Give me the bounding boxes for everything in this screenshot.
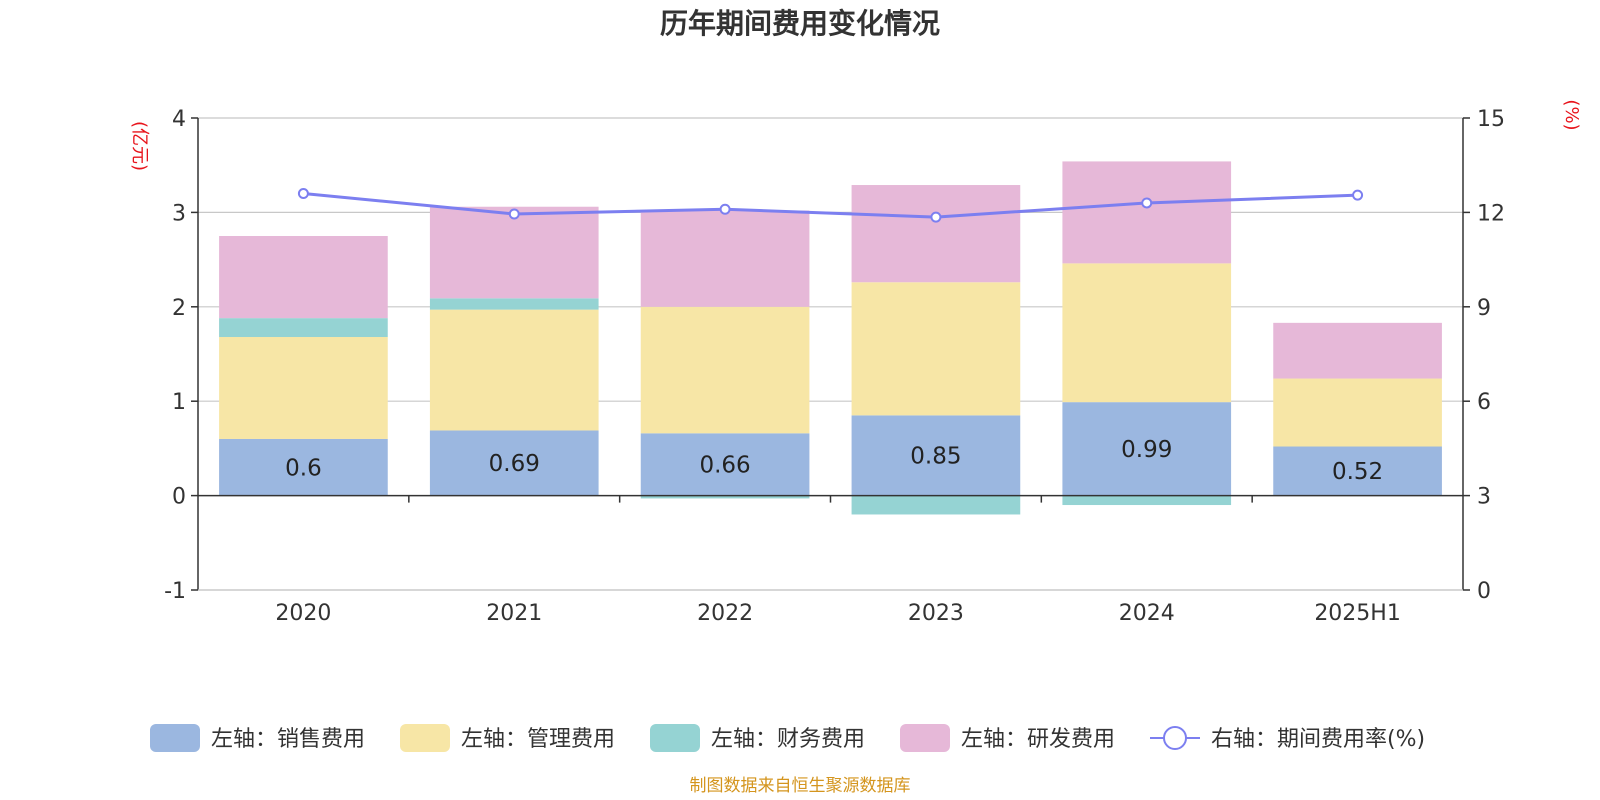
legend-label-sales: 左轴：销售费用	[211, 727, 365, 752]
left-tick-label: 3	[172, 201, 186, 226]
right-tick-label: 15	[1477, 107, 1505, 132]
bar-finance	[851, 495, 1021, 515]
bar-finance	[219, 318, 388, 338]
category-label: 2024	[1119, 601, 1175, 626]
left-tick-label: 2	[172, 296, 186, 321]
category-label: 2020	[275, 601, 331, 626]
right-tick-label: 12	[1477, 201, 1505, 226]
bar-rd	[429, 206, 599, 299]
rate-point	[1141, 197, 1153, 209]
rate-point	[508, 208, 520, 220]
sales-data-label: 0.85	[910, 443, 961, 469]
bar-rd	[219, 236, 388, 319]
category-label: 2025H1	[1314, 601, 1401, 626]
right-tick-label: 3	[1477, 485, 1491, 510]
sales-data-label: 0.52	[1332, 459, 1383, 485]
chart-title: 历年期间费用变化情况	[660, 7, 940, 40]
legend-label-rd: 左轴：研发费用	[961, 727, 1115, 752]
legend-label-finance: 左轴：财务费用	[711, 727, 865, 752]
bar-rd	[851, 185, 1021, 283]
right-tick-label: 0	[1477, 579, 1491, 604]
bar-admin	[429, 309, 599, 431]
bar-sales	[219, 438, 388, 496]
bar-admin	[640, 306, 810, 434]
bar-admin	[219, 337, 388, 439]
sales-data-label: 0.69	[489, 451, 540, 477]
bar-sales	[429, 430, 599, 496]
bar-rd	[1273, 322, 1442, 379]
sales-data-label: 0.99	[1121, 437, 1172, 463]
category-label: 2021	[486, 601, 542, 626]
rate-point	[297, 188, 309, 200]
bar-admin	[1062, 263, 1232, 403]
sales-data-label: 0.66	[699, 452, 750, 478]
legend-swatch-finance	[650, 724, 700, 752]
category-label: 2022	[697, 601, 753, 626]
legend-swatch-sales	[150, 724, 200, 752]
bar-sales	[1273, 446, 1442, 496]
left-tick-label: -1	[164, 579, 186, 604]
rate-point	[930, 211, 942, 223]
right-axis-unit: (%)	[1561, 99, 1582, 130]
legend-label-admin: 左轴：管理费用	[461, 727, 615, 752]
right-tick-label: 6	[1477, 390, 1491, 415]
bar-finance	[640, 495, 810, 499]
bar-admin	[1273, 378, 1442, 447]
bar-rd	[1062, 161, 1232, 264]
legend-swatch-rd	[900, 724, 950, 752]
source-note: 制图数据来自恒生聚源数据库	[690, 776, 911, 796]
rate-line	[297, 188, 1364, 223]
legend-swatch-admin	[400, 724, 450, 752]
bar-finance	[1062, 495, 1232, 506]
bar-sales	[1062, 402, 1232, 496]
data-labels: 0.6 0.69 0.66 0.85 0.99 0.52	[285, 437, 1383, 485]
sales-data-label: 0.6	[285, 455, 322, 481]
left-axis-unit: (亿元)	[129, 121, 150, 171]
rate-line-path	[303, 192, 1358, 219]
bar-admin	[851, 282, 1021, 416]
rate-point	[719, 203, 731, 215]
right-tick-label: 9	[1477, 296, 1491, 321]
bar-sales	[640, 433, 810, 496]
left-tick-label: 4	[172, 107, 186, 132]
legend-marker-icon	[1163, 726, 1187, 750]
bar-finance	[429, 298, 599, 310]
bar-sales	[851, 415, 1021, 496]
legend-label-rate_line: 右轴：期间费用率(%)	[1211, 727, 1425, 752]
left-tick-label: 0	[172, 485, 186, 510]
left-tick-label: 1	[172, 390, 186, 415]
bar-rd	[640, 210, 810, 307]
rate-point	[1352, 189, 1364, 201]
legend: 左轴：销售费用 左轴：管理费用 左轴：财务费用 左轴：研发费用 右轴：期间费用率(%)	[150, 724, 1425, 752]
bars	[219, 161, 1442, 515]
category-label: 2023	[908, 601, 964, 626]
